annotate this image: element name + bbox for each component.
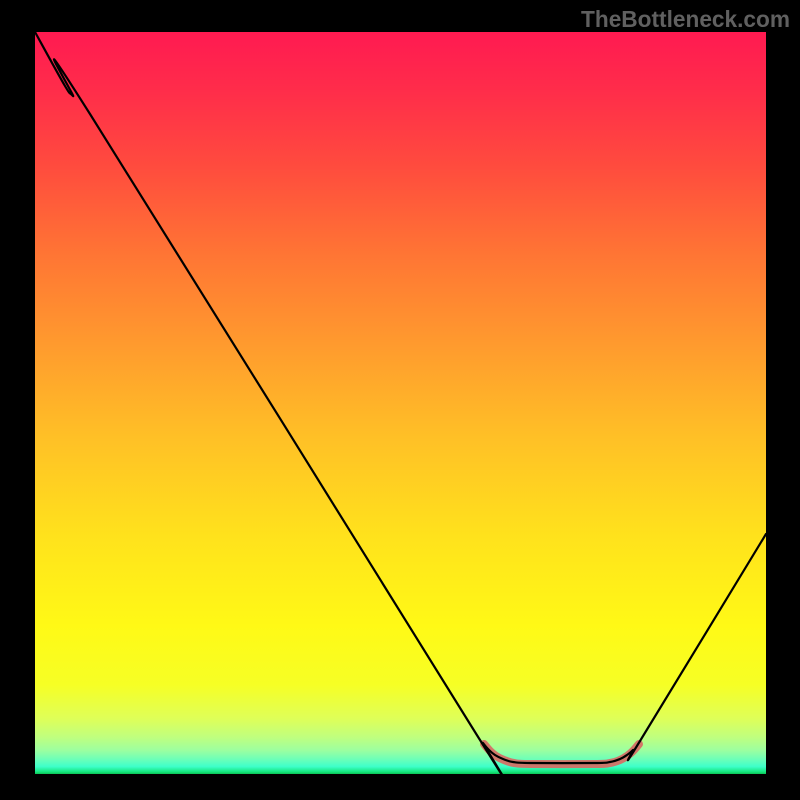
curve-layer: [35, 32, 766, 774]
bottleneck-curve: [35, 32, 766, 774]
watermark-text: TheBottleneck.com: [581, 6, 790, 33]
plot-area: [35, 32, 766, 774]
chart-container: TheBottleneck.com: [0, 0, 800, 800]
